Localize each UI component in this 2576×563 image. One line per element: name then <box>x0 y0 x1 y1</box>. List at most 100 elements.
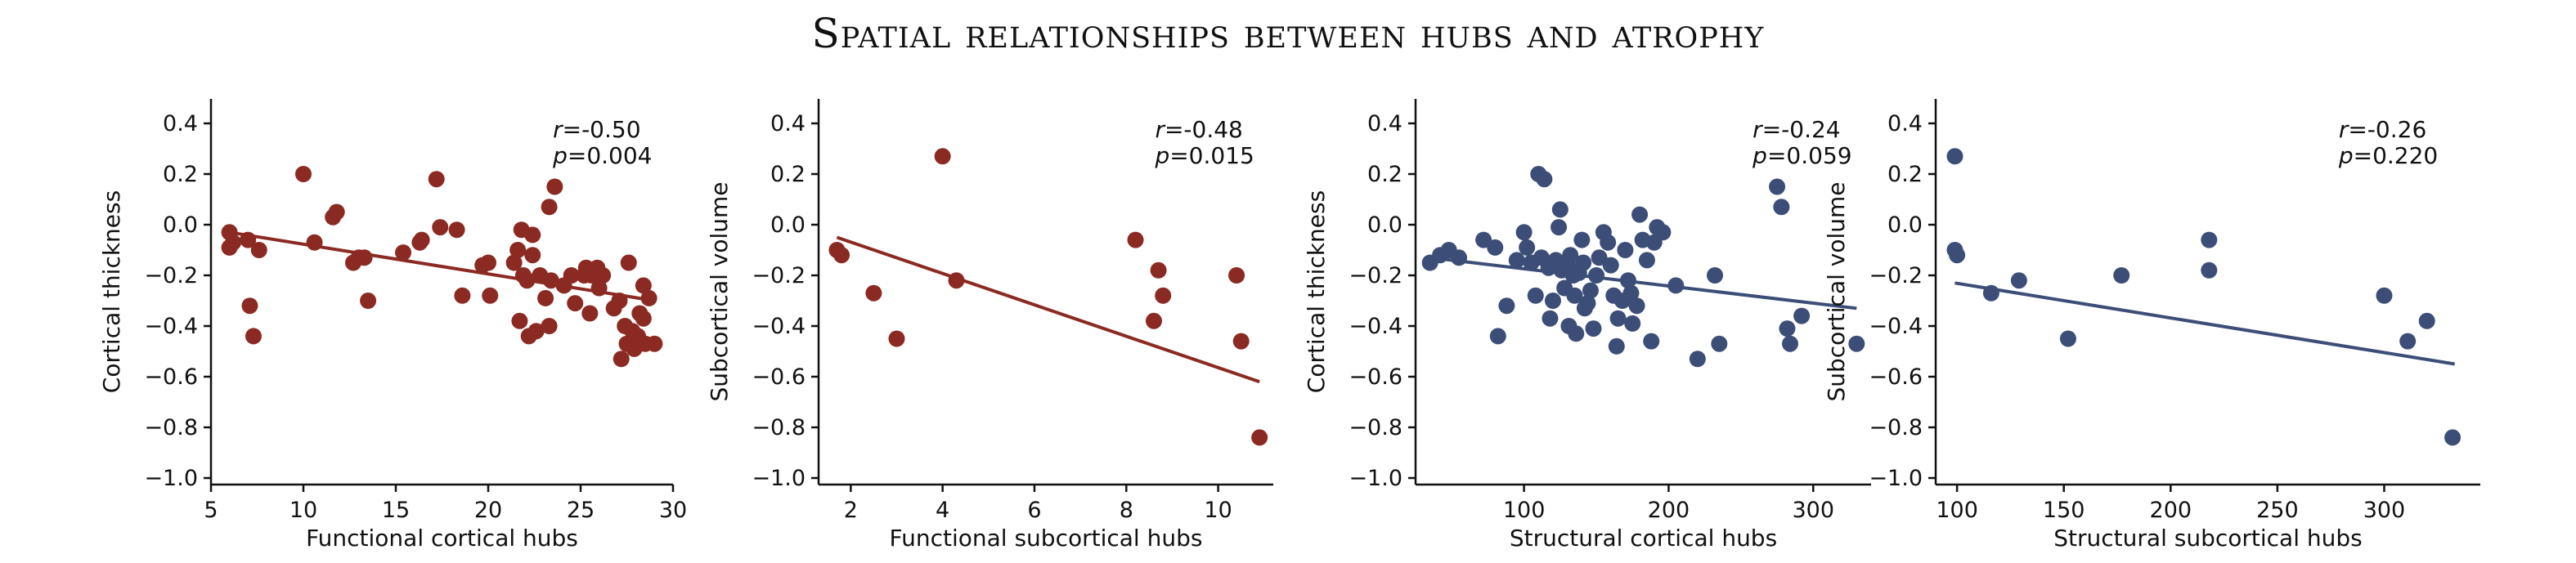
data-point <box>511 312 528 329</box>
data-point <box>1622 284 1640 302</box>
data-point <box>1617 242 1634 258</box>
data-point <box>1232 333 1250 350</box>
data-point <box>1573 231 1591 248</box>
data-point <box>505 254 523 271</box>
data-point <box>934 148 951 165</box>
data-point <box>518 272 536 289</box>
data-point <box>1949 247 1966 264</box>
x-axis-label: Structural subcortical hubs <box>2053 525 2362 552</box>
x-tick-label: 20 <box>474 498 502 523</box>
x-tick-label: 30 <box>659 498 687 523</box>
data-point <box>1150 261 1167 279</box>
data-point <box>1582 282 1599 299</box>
data-point <box>567 295 584 312</box>
regression-line <box>229 230 655 302</box>
x-axis-label: Functional cortical hubs <box>306 525 578 552</box>
data-point <box>833 247 850 264</box>
r-value: r=-0.50 <box>553 116 640 143</box>
data-point <box>2418 312 2435 329</box>
y-tick-label: 0.4 <box>1887 111 1923 136</box>
data-point <box>1515 224 1533 241</box>
x-tick-label: 25 <box>567 498 595 523</box>
data-point <box>1773 199 1790 216</box>
r-value: r=-0.26 <box>2339 116 2426 143</box>
y-tick-label: −1.0 <box>1869 466 1923 491</box>
data-point <box>1631 206 1649 223</box>
data-point <box>546 178 563 195</box>
data-point <box>480 254 496 271</box>
y-tick-label: 0.2 <box>1367 162 1402 187</box>
data-point <box>1600 234 1617 251</box>
data-point <box>1781 335 1798 352</box>
x-tick-label: 8 <box>1120 498 1133 523</box>
data-point <box>2444 429 2462 446</box>
data-point <box>646 335 663 352</box>
y-axis-label: Subcortical volume <box>706 181 733 401</box>
data-point <box>1551 201 1568 218</box>
data-point <box>1579 295 1596 312</box>
y-tick-label: −0.2 <box>1349 263 1402 288</box>
data-point <box>581 305 599 322</box>
data-point <box>1707 267 1724 284</box>
data-point <box>328 203 345 221</box>
data-point <box>563 267 580 284</box>
x-tick-label: 15 <box>382 498 410 523</box>
x-tick-label: 6 <box>1027 498 1041 523</box>
data-point <box>306 234 323 251</box>
y-tick-label: −0.2 <box>144 263 198 288</box>
data-point <box>1667 277 1685 294</box>
y-tick-label: −0.8 <box>1349 415 1402 440</box>
data-point <box>524 226 541 244</box>
data-point <box>635 277 652 294</box>
regression-line <box>1429 256 1857 311</box>
y-tick-label: −0.4 <box>144 314 198 339</box>
data-point <box>640 289 657 306</box>
y-tick-label: −0.6 <box>144 364 198 390</box>
data-point <box>1654 224 1672 241</box>
y-tick-label: −0.6 <box>1349 364 1402 390</box>
data-point <box>1145 312 1162 329</box>
data-point <box>454 287 471 304</box>
data-point <box>1475 231 1492 248</box>
data-point <box>1711 335 1728 352</box>
data-point <box>1588 267 1605 284</box>
data-point <box>2059 330 2076 347</box>
x-tick-label: 5 <box>204 498 218 523</box>
data-point <box>1498 297 1515 315</box>
data-point <box>1575 254 1592 271</box>
scatter-panel-3: 0.4 0.2 0.0 −0.2 −0.4 −0.6 −0.8 −1.0 100 200 300 St… <box>1303 99 1871 552</box>
x-tick-label: 200 <box>2150 498 2192 523</box>
scatter-panel-2: 0.4 0.2 0.0 −0.2 −0.4 −0.6 −0.8 −1.0 2 4 6 8 10Funct… <box>706 99 1273 552</box>
y-tick-label: −0.4 <box>1869 314 1923 339</box>
data-point <box>432 219 449 236</box>
data-point <box>2201 231 2218 248</box>
data-point <box>356 249 373 266</box>
r-value: r=-0.24 <box>1752 116 1840 143</box>
data-point <box>1155 287 1172 304</box>
data-point <box>1562 247 1579 264</box>
data-point <box>1489 328 1506 345</box>
data-point <box>1568 325 1585 342</box>
data-point <box>1848 335 1865 352</box>
data-point <box>1536 171 1553 188</box>
y-tick-label: 0.4 <box>770 111 806 136</box>
data-point <box>509 242 527 258</box>
data-point <box>1251 429 1268 446</box>
y-tick-label: −0.2 <box>752 263 806 288</box>
p-value: p=0.015 <box>1154 142 1254 169</box>
data-point <box>1527 287 1544 304</box>
y-tick-label: −0.6 <box>1869 364 1923 390</box>
data-point <box>1638 252 1655 269</box>
data-point <box>527 323 545 340</box>
y-tick-label: −0.2 <box>1869 263 1923 288</box>
data-point <box>241 297 258 315</box>
data-point <box>1508 252 1525 269</box>
data-point <box>1487 239 1504 256</box>
data-point <box>1591 249 1608 266</box>
data-point <box>448 221 465 239</box>
data-point <box>1228 267 1245 284</box>
data-point <box>2113 267 2130 284</box>
data-point <box>888 330 905 347</box>
data-point <box>2201 261 2218 279</box>
y-tick-label: 0.0 <box>1367 212 1402 238</box>
